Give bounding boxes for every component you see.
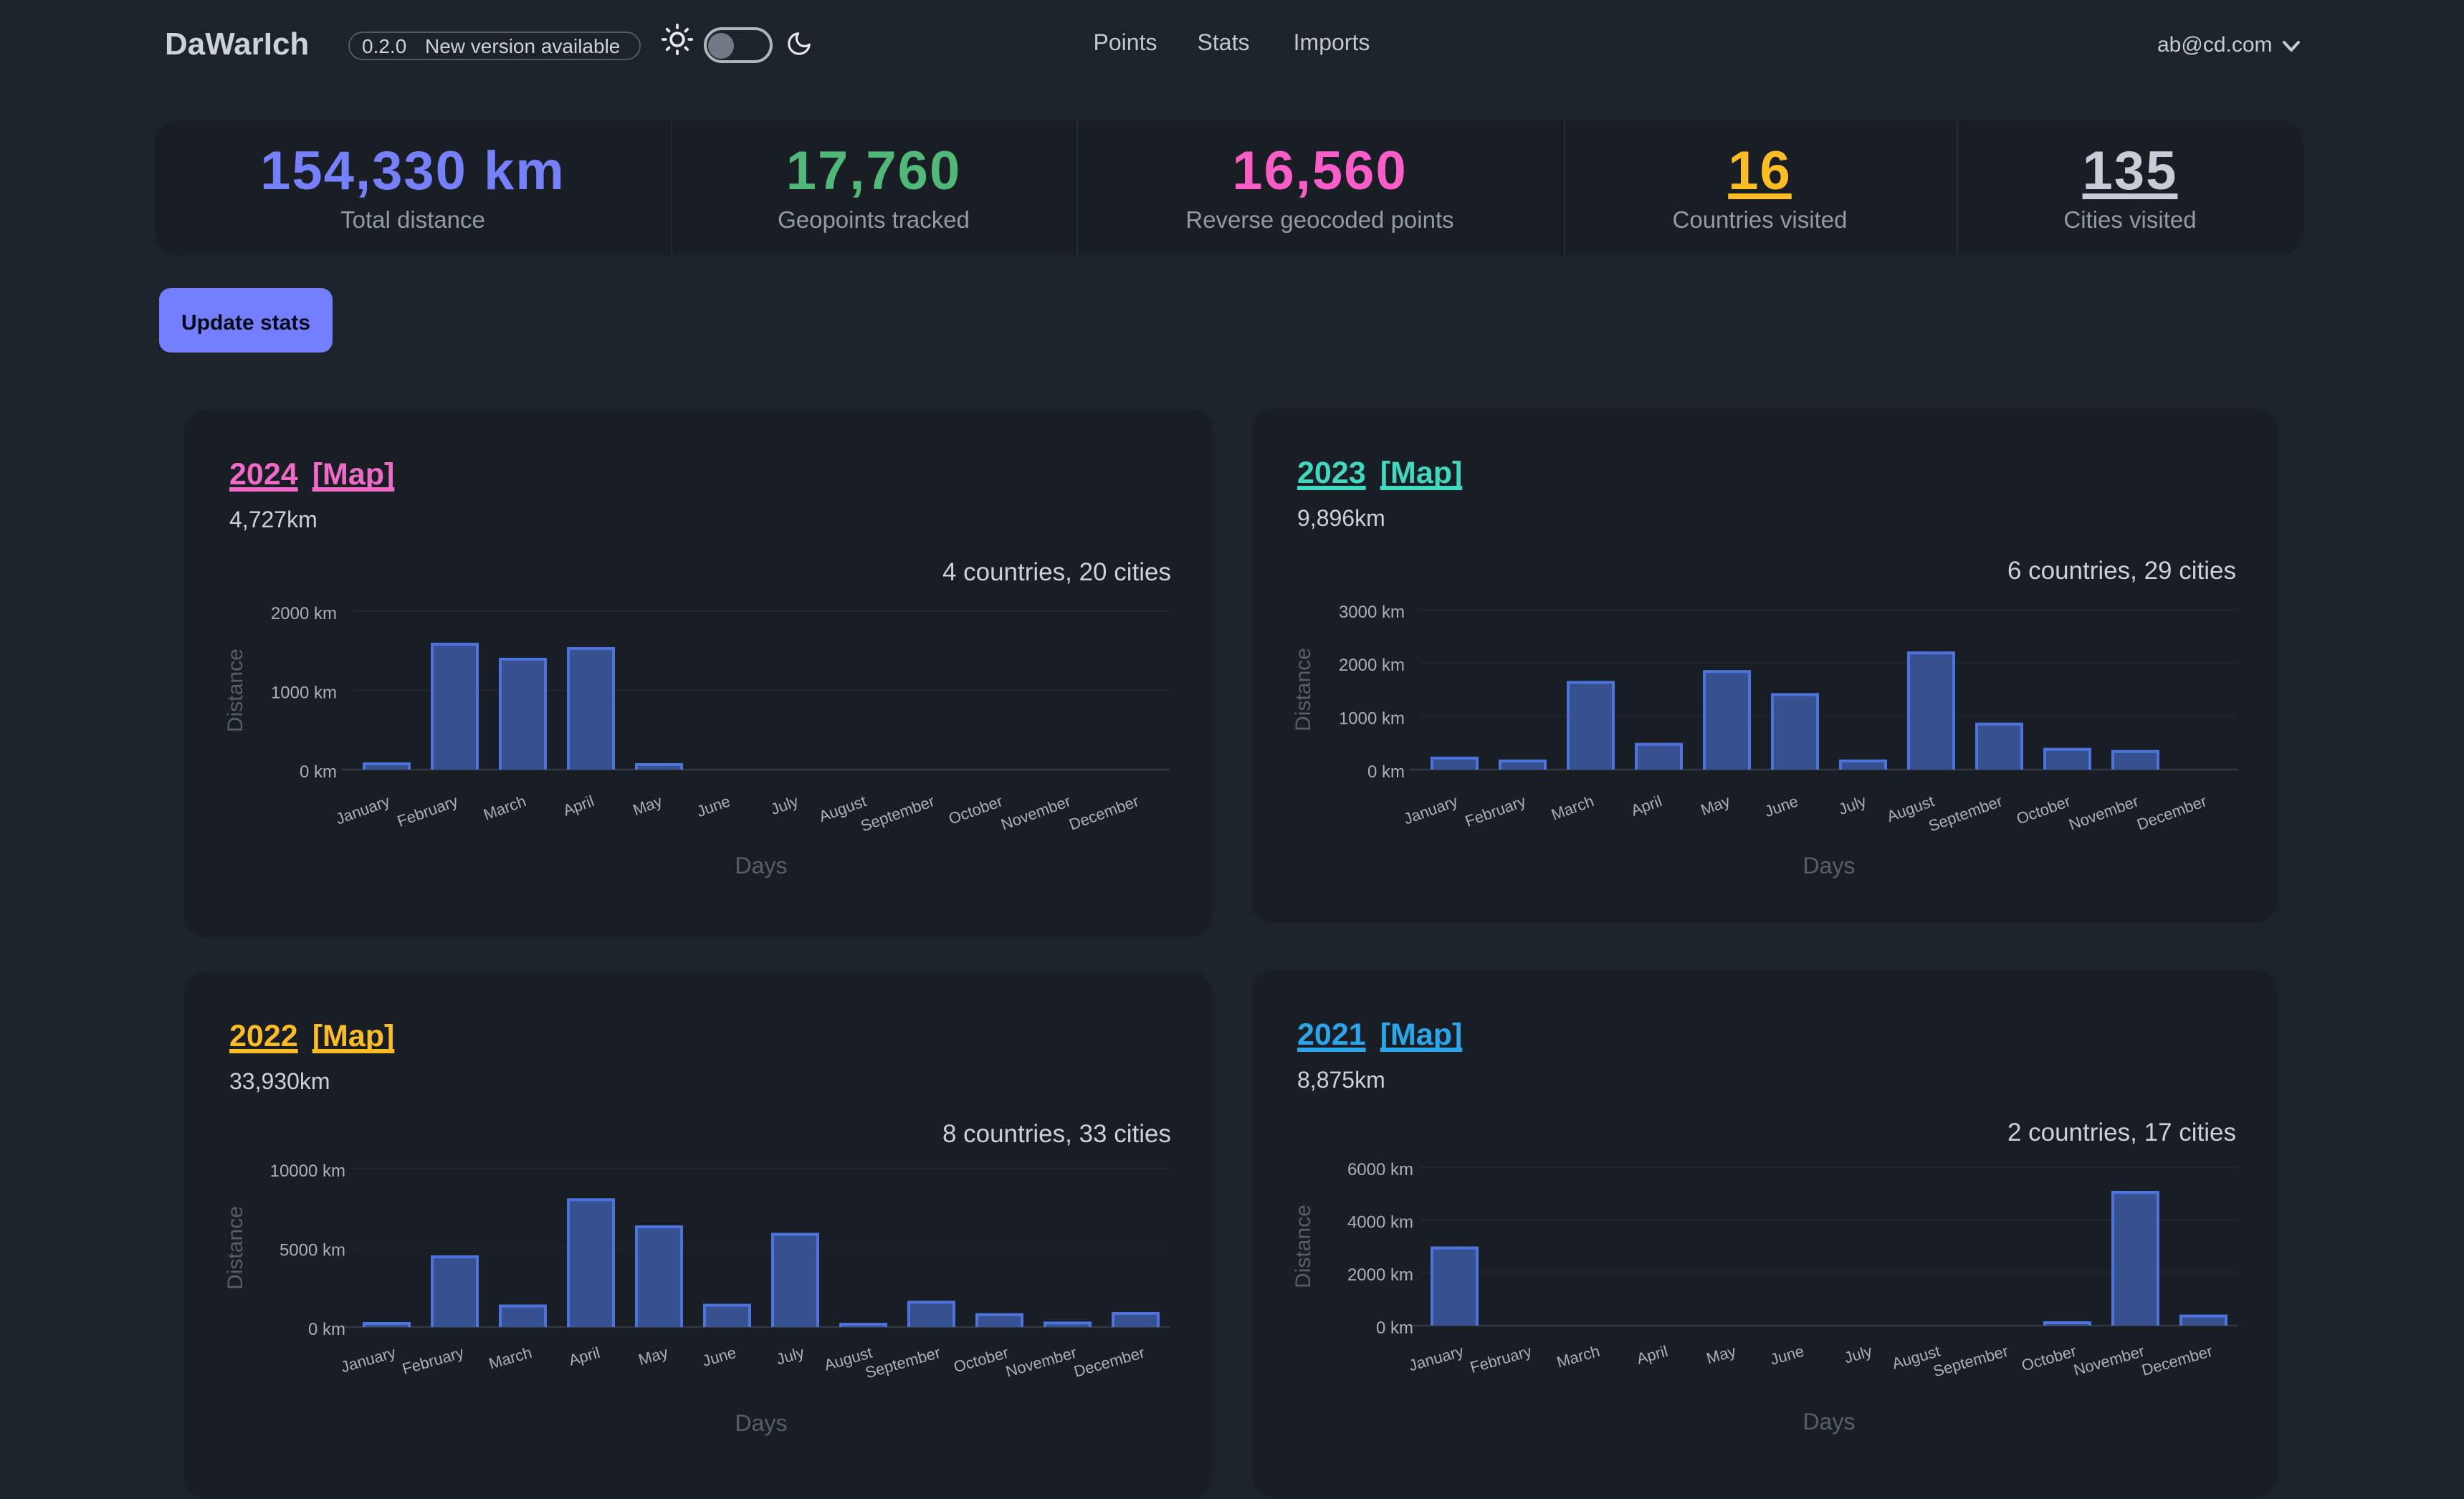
svg-text:4000 km: 4000 km [1347, 1212, 1413, 1232]
svg-text:0 km: 0 km [1367, 762, 1405, 782]
svg-text:January: January [1401, 792, 1460, 828]
svg-text:October: October [2014, 792, 2073, 828]
svg-text:Distance: Distance [1291, 648, 1315, 732]
svg-text:December: December [2134, 792, 2209, 833]
svg-text:October: October [946, 792, 1005, 828]
svg-text:1000 km: 1000 km [1339, 709, 1405, 728]
svg-text:January: January [339, 1344, 398, 1376]
svg-text:Days: Days [1803, 1409, 1856, 1435]
svg-text:February: February [1468, 1342, 1534, 1376]
svg-text:Days: Days [735, 853, 788, 878]
svg-text:1000 km: 1000 km [271, 683, 337, 702]
svg-text:February: February [400, 1344, 466, 1378]
svg-text:January: January [333, 792, 392, 828]
svg-text:April: April [1628, 792, 1664, 820]
svg-text:July: July [768, 792, 801, 818]
svg-text:June: June [700, 1344, 738, 1370]
svg-text:July: July [1836, 792, 1868, 818]
svg-text:October: October [952, 1344, 1011, 1376]
svg-text:Days: Days [735, 1410, 788, 1436]
svg-text:September: September [1926, 792, 2005, 835]
svg-text:5000 km: 5000 km [280, 1240, 345, 1260]
svg-text:0 km: 0 km [1376, 1318, 1413, 1338]
svg-text:June: June [1762, 792, 1800, 820]
svg-text:December: December [1066, 792, 1141, 833]
svg-text:0 km: 0 km [300, 762, 337, 782]
svg-text:April: April [567, 1344, 602, 1369]
svg-text:Days: Days [1803, 853, 1856, 878]
svg-text:6000 km: 6000 km [1347, 1160, 1413, 1179]
svg-text:November: November [998, 792, 1073, 833]
svg-text:July: July [774, 1344, 806, 1369]
svg-text:June: June [694, 792, 732, 820]
svg-text:May: May [636, 1344, 670, 1369]
svg-text:Distance: Distance [224, 1206, 247, 1290]
svg-text:May: May [631, 792, 665, 819]
svg-text:November: November [2071, 1342, 2146, 1379]
svg-text:November: November [2066, 792, 2141, 833]
svg-text:March: March [481, 792, 528, 823]
svg-text:September: September [859, 792, 937, 835]
svg-text:2000 km: 2000 km [1347, 1265, 1413, 1285]
svg-text:October: October [2020, 1342, 2078, 1375]
svg-text:July: July [1842, 1342, 1874, 1367]
svg-text:June: June [1768, 1342, 1806, 1369]
svg-text:2000 km: 2000 km [1339, 656, 1405, 675]
svg-text:0 km: 0 km [308, 1320, 345, 1339]
svg-text:3000 km: 3000 km [1339, 603, 1405, 622]
svg-text:April: April [1635, 1342, 1670, 1368]
svg-text:November: November [1003, 1344, 1078, 1381]
svg-text:2000 km: 2000 km [271, 604, 337, 623]
svg-text:March: March [487, 1344, 534, 1373]
svg-text:February: February [395, 792, 460, 830]
svg-text:Distance: Distance [224, 648, 247, 732]
svg-text:May: May [1704, 1342, 1738, 1367]
svg-text:March: March [1549, 792, 1596, 823]
svg-text:March: March [1555, 1342, 1602, 1371]
svg-text:10000 km: 10000 km [270, 1162, 345, 1181]
svg-text:September: September [1931, 1342, 2010, 1381]
svg-text:Distance: Distance [1291, 1205, 1315, 1288]
svg-text:May: May [1699, 792, 1733, 819]
svg-text:December: December [2139, 1342, 2214, 1379]
svg-text:December: December [1071, 1344, 1146, 1381]
svg-text:April: April [560, 792, 596, 820]
svg-text:January: January [1407, 1342, 1466, 1375]
svg-text:February: February [1463, 792, 1528, 830]
